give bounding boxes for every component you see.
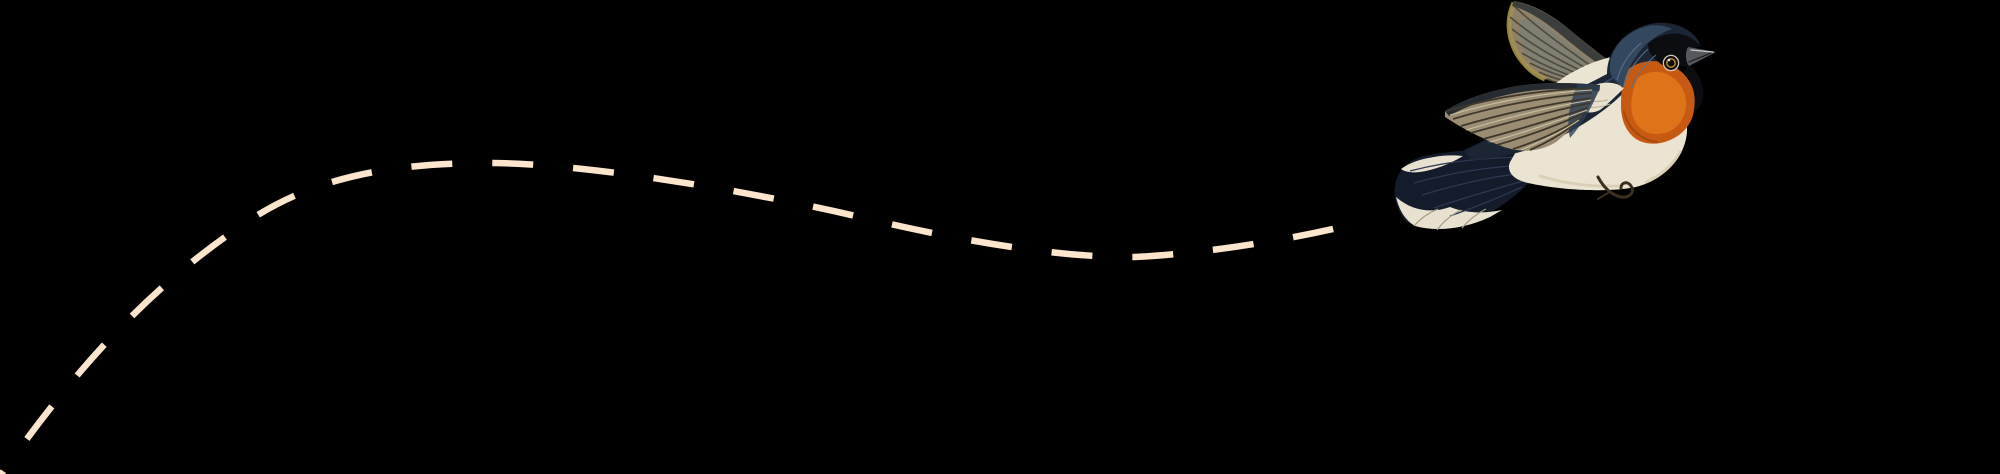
near-wing-feather-lines [1446,87,1593,151]
tail-white-top-patch [1401,155,1463,173]
throat-patch-highlight [1631,71,1687,135]
near-wing-feather-highlights [1449,89,1593,151]
beak-gape-line [1688,52,1712,63]
throat-lower-rim [1623,111,1658,143]
eye-iris [1666,57,1677,68]
foot-toe [1597,192,1609,200]
belly-shading [1538,150,1682,188]
crown-feather-streaks [1616,42,1657,90]
foot-curl [1596,175,1634,199]
crown-nape-blue [1609,25,1672,88]
eye-glint [1667,58,1671,62]
swallow-bird-illustration [1394,1,1716,231]
tail-fringe-separations [1413,208,1487,231]
beak-ridge-highlight [1690,49,1714,53]
chin-black-strip [1684,64,1704,115]
far-wing-trailing-edge [1506,1,1547,82]
tail-white-bottom-fringe [1396,197,1502,229]
flight-path-dashed-line [0,159,1363,474]
eye-ring [1662,54,1680,72]
